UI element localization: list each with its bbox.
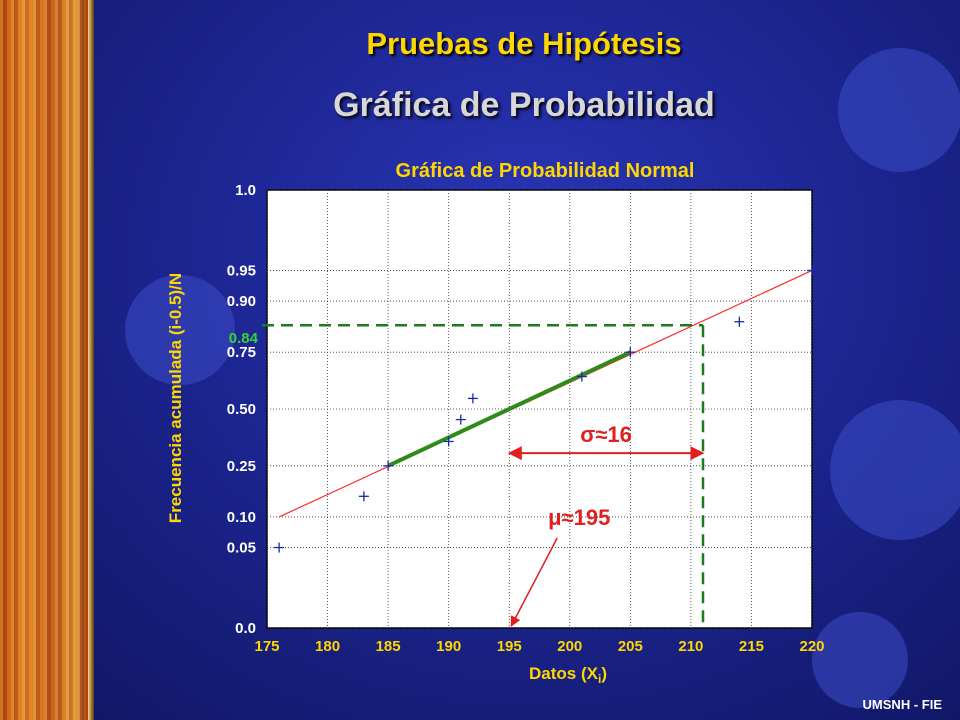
x-tick-label: 205 <box>618 638 643 655</box>
y-tick-label: 0.90 <box>227 293 256 310</box>
annotations: σ≈16 μ≈195 <box>507 422 705 627</box>
y-tick-label: 0.0 <box>235 620 256 637</box>
data-point <box>807 265 817 276</box>
data-point <box>625 347 636 358</box>
decorative-side-edge <box>88 0 94 720</box>
guide-label: 0.84 <box>229 330 259 347</box>
y-tick-label: 0.10 <box>227 509 256 526</box>
data-point <box>467 393 478 404</box>
sigma-label: σ≈16 <box>580 422 632 447</box>
data-point <box>734 316 745 327</box>
data-points <box>274 265 817 553</box>
x-tick-label: 175 <box>254 638 279 655</box>
slide-subtitle: Gráfica de Probabilidad <box>333 86 715 124</box>
x-tick-label: 185 <box>376 638 401 655</box>
x-tick-label: 180 <box>315 638 340 655</box>
x-tick-label: 190 <box>436 638 461 655</box>
y-tick-label: 0.05 <box>227 540 256 557</box>
footer-label: UMSNH - FIE <box>862 697 942 712</box>
highlight-segment <box>387 350 632 468</box>
y-tick-label: 0.50 <box>227 401 256 418</box>
fit-lines <box>278 269 813 518</box>
y-tick-labels: 0.0 0.05 0.10 0.25 0.50 0.75 0.90 0.95 1.0 <box>227 182 256 637</box>
decorative-side-strip <box>0 0 88 720</box>
grid-lines <box>266 189 813 629</box>
y-tick-label: 1.0 <box>235 182 256 199</box>
guide-lines: 0.84 <box>229 323 705 628</box>
y-axis-label: Frecuencia acumulada (i-0.5)/N <box>166 273 185 523</box>
x-axis-label: Datos (Xi) <box>529 664 607 686</box>
gear-icon <box>125 48 960 708</box>
mu-arrow <box>510 537 558 627</box>
x-tick-label: 210 <box>678 638 703 655</box>
chart-title: Gráfica de Probabilidad Normal <box>396 160 695 182</box>
y-tick-label: 0.25 <box>227 458 256 475</box>
x-tick-labels: 175 180 185 190 195 200 205 210 215 220 <box>254 638 824 655</box>
x-tick-label: 200 <box>557 638 582 655</box>
data-point <box>455 414 466 425</box>
data-point <box>576 371 587 382</box>
x-tick-label: 195 <box>497 638 522 655</box>
data-point <box>383 460 394 471</box>
x-tick-label: 220 <box>799 638 824 655</box>
x-tick-label: 215 <box>739 638 764 655</box>
data-point <box>443 436 454 447</box>
mu-label: μ≈195 <box>548 505 610 530</box>
y-tick-label: 0.95 <box>227 262 256 279</box>
data-point <box>358 491 369 502</box>
y-tick-label: 0.75 <box>227 344 256 361</box>
slide-title: Pruebas de Hipótesis <box>366 26 682 61</box>
data-point <box>274 542 285 553</box>
